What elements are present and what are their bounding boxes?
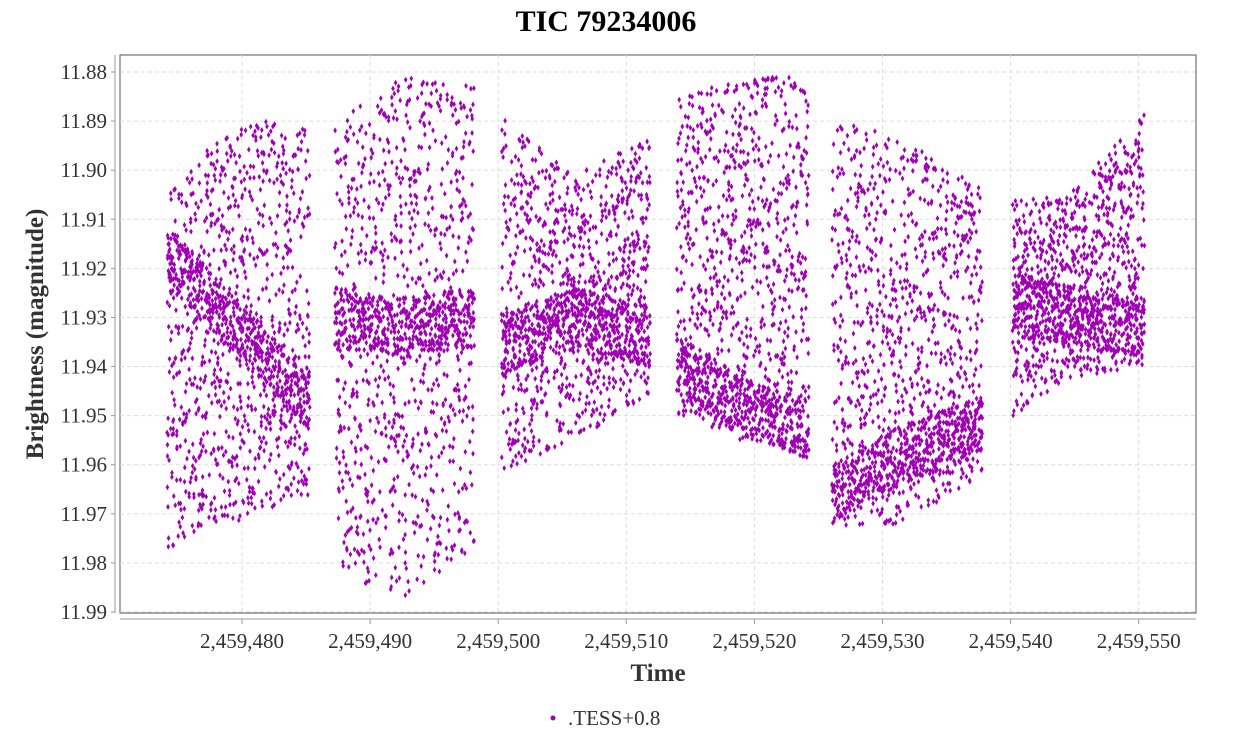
- chart-title: TIC 79234006: [516, 5, 697, 38]
